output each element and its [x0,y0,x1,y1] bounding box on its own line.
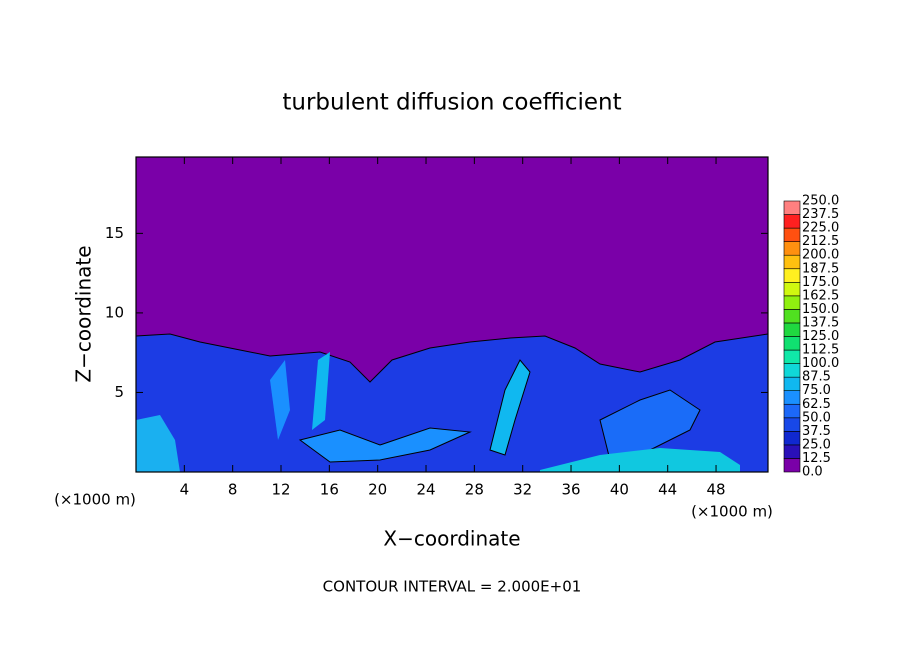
x-tick-label: 8 [228,481,238,499]
colorbar-band [783,403,801,419]
colorbar-band [783,458,801,473]
colorbar-band [783,295,801,310]
colorbar-label: 187.5 [802,261,839,276]
colorbar-band [783,363,801,378]
annotation: CONTOUR INTERVAL = 2.000E+01 [323,578,582,596]
field-region [312,352,330,430]
x-tick-label: 24 [416,481,435,499]
colorbar-band [783,227,801,242]
colorbar-band [783,376,801,391]
colorbar-label: 25.0 [802,437,831,452]
colorbar-label: 75.0 [802,383,831,398]
colorbar-label: 100.0 [802,356,839,371]
colorbar-band [783,254,801,270]
x-tick-label: 32 [513,481,532,499]
colorbar-band [783,417,801,432]
x-tick-label: 44 [658,481,677,499]
x-tick-label: 28 [465,481,484,499]
x-unit-label: (×1000 m) [691,503,773,521]
colorbar-label: 237.5 [802,207,839,222]
colorbar-band [783,281,801,297]
colorbar-band [783,336,801,351]
field-region [489,359,531,456]
x-unit-label: (×1000 m) [54,491,136,509]
colorbar-label: 137.5 [802,315,839,330]
colorbar-label: 150.0 [802,302,839,317]
x-axis-title: X−coordinate [383,527,520,551]
field-region [540,448,740,472]
colorbar-label: 62.5 [802,397,831,412]
colorbar-label: 250.0 [802,194,839,209]
colorbar-label: 112.5 [802,343,839,358]
y-tick-label: 5 [114,383,124,401]
colorbar-label: 175.0 [802,275,839,290]
colorbar-band [783,349,801,364]
field-region [270,360,290,440]
colorbar-label: 12.5 [802,451,831,466]
colorbar-band [783,431,801,446]
colorbar-band [783,200,801,215]
x-tick-label: 36 [561,481,580,499]
x-tick-label: 40 [610,481,629,499]
colorbar-label: 200.0 [802,248,839,263]
y-tick-label: 10 [105,303,124,321]
colorbar-band [783,322,801,337]
y-tick-label: 15 [105,224,124,242]
colorbar-label: 125.0 [802,329,839,344]
x-tick-label: 12 [271,481,290,499]
y-axis-title: Z−coordinate [72,245,96,382]
field-region [136,415,180,472]
chart-title: turbulent diffusion coefficient [282,90,621,116]
colorbar-band [783,241,801,256]
field-region [298,427,472,463]
plot-frame [135,156,769,473]
colorbar-label: 212.5 [802,234,839,249]
x-tick-label: 4 [180,481,190,499]
colorbar-band [783,268,801,283]
colorbar-label: 87.5 [802,370,831,385]
colorbar-label: 225.0 [802,221,839,236]
x-tick-label: 16 [320,481,339,499]
colorbar-label: 50.0 [802,410,831,425]
x-tick-label: 48 [706,481,725,499]
colorbar-label: 37.5 [802,424,831,439]
colorbar-band [783,390,801,405]
colorbar-band [783,309,801,324]
colorbar-band [783,214,801,229]
field [135,157,769,473]
colorbar-band [783,444,801,459]
x-tick-label: 20 [368,481,387,499]
colorbar-label: 162.5 [802,288,839,303]
colorbar-label: 0.0 [802,465,823,480]
